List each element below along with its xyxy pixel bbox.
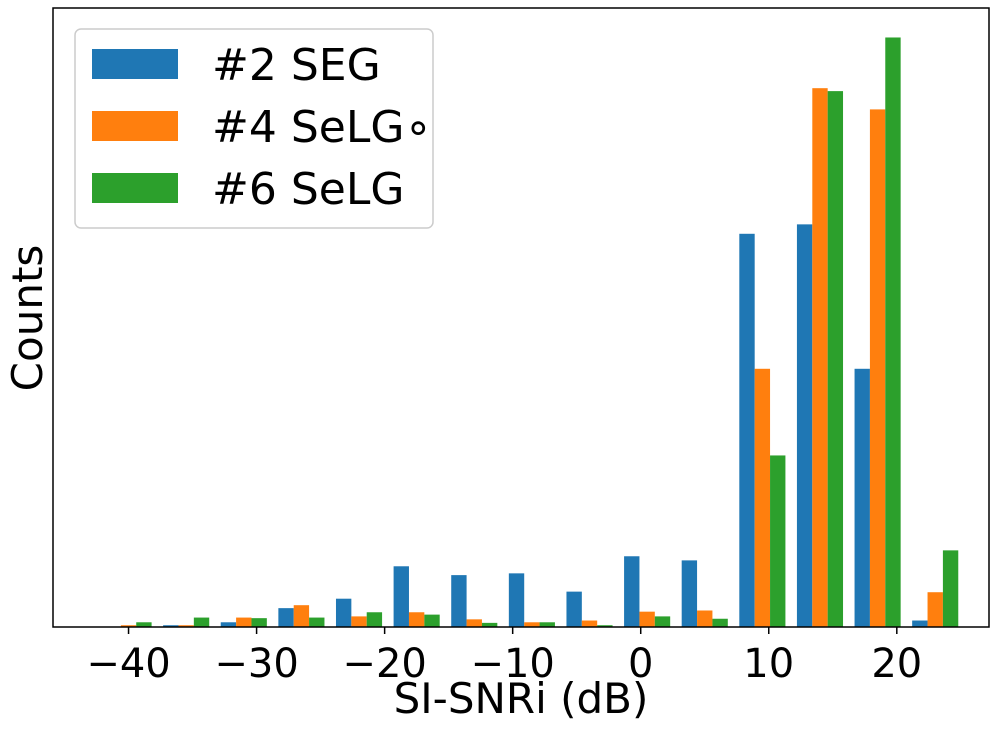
bar-series1-bin2 bbox=[163, 625, 179, 627]
bar-series3-bin15 bbox=[942, 550, 959, 627]
x-axis-ticks: −40 −30 −20 −10 0 10 20 bbox=[86, 627, 922, 687]
bar-series2-bin12 bbox=[754, 368, 771, 627]
x-tick-label: 20 bbox=[871, 641, 922, 687]
bar-series2-bin8 bbox=[524, 622, 540, 627]
x-axis-label: SI-SNRi (dB) bbox=[394, 674, 649, 723]
x-tick-label: −40 bbox=[86, 641, 170, 687]
bar-series2-bin6 bbox=[408, 612, 425, 627]
bar-series3-bin3 bbox=[251, 618, 267, 627]
x-tick-label: −20 bbox=[342, 641, 426, 687]
x-tick-label: −30 bbox=[214, 641, 298, 687]
bar-series2-bin14 bbox=[869, 109, 886, 627]
bar-series3-bin10 bbox=[654, 616, 671, 627]
bar-series1-bin4 bbox=[278, 608, 294, 627]
bar-series3-bin1 bbox=[136, 622, 152, 627]
bar-series3-bin4 bbox=[309, 617, 325, 627]
y-axis-label: Counts bbox=[3, 245, 52, 392]
bar-series1-bin7 bbox=[451, 575, 467, 627]
bar-series2-bin3 bbox=[236, 617, 252, 627]
bar-series2-bin9 bbox=[581, 620, 598, 627]
bar-series2-bin4 bbox=[293, 605, 310, 627]
bar-series3-bin5 bbox=[366, 612, 383, 627]
legend: #2 SEG #4 SeLG∘ #6 SeLG bbox=[74, 28, 434, 229]
bar-series3-bin12 bbox=[770, 455, 786, 627]
bar-series3-bin13 bbox=[827, 91, 844, 628]
legend-label-series1: #2 SEG bbox=[212, 40, 381, 91]
bar-series3-bin6 bbox=[424, 614, 440, 627]
bar-series1-bin8 bbox=[508, 573, 525, 627]
bar-series3-bin14 bbox=[885, 37, 901, 628]
legend-label-series3: #6 SeLG bbox=[212, 164, 404, 215]
bar-series2-bin5 bbox=[351, 616, 367, 627]
bar-series1-bin3 bbox=[220, 622, 237, 627]
legend-label-series2: #4 SeLG∘ bbox=[212, 102, 432, 153]
bar-series1-bin15 bbox=[912, 620, 928, 627]
bar-series3-bin8 bbox=[539, 622, 555, 627]
legend-swatch-series1 bbox=[92, 49, 178, 79]
bar-series2-bin11 bbox=[697, 610, 713, 627]
legend-swatch-series3 bbox=[92, 173, 178, 203]
bar-series3-bin11 bbox=[712, 618, 728, 627]
bar-series2-bin15 bbox=[927, 592, 943, 627]
bar-series2-bin13 bbox=[812, 88, 828, 628]
bar-series2-bin2 bbox=[178, 625, 194, 627]
x-tick-label: 10 bbox=[743, 641, 794, 687]
bar-series1-bin6 bbox=[393, 566, 409, 627]
bar-series3-bin7 bbox=[481, 622, 498, 627]
x-tick-label: −10 bbox=[470, 641, 554, 687]
bars-group bbox=[120, 37, 959, 628]
bar-series1-bin10 bbox=[624, 556, 640, 627]
bar-series2-bin10 bbox=[639, 611, 655, 627]
bar-series1-bin5 bbox=[335, 598, 352, 627]
x-tick-label: 0 bbox=[628, 641, 653, 687]
bar-series1-bin14 bbox=[854, 368, 870, 627]
bar-series1-bin11 bbox=[681, 560, 698, 627]
bar-series1-bin13 bbox=[796, 224, 813, 628]
bar-series1-bin9 bbox=[566, 591, 582, 627]
bar-series2-bin7 bbox=[466, 619, 482, 627]
bar-series3-bin2 bbox=[193, 617, 210, 627]
plot-frame bbox=[52, 7, 990, 628]
bar-series3-bin9 bbox=[597, 625, 613, 627]
bar-series1-bin12 bbox=[739, 233, 755, 628]
bar-series2-bin1 bbox=[120, 625, 137, 627]
legend-swatch-series2 bbox=[92, 111, 178, 141]
